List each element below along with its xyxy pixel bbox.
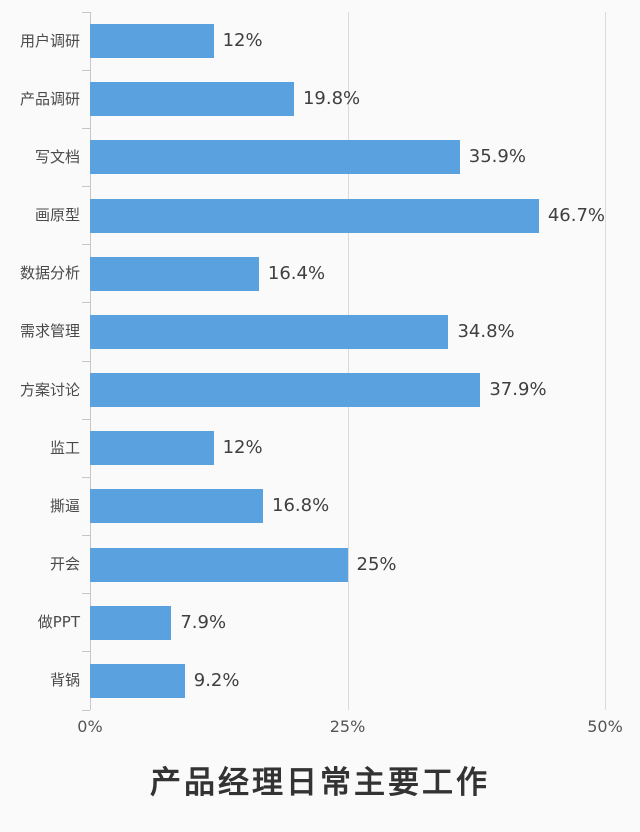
category-label: 开会: [49, 555, 80, 574]
bar-row: 方案讨论 37.9%: [20, 360, 605, 419]
axis-tick: [82, 244, 90, 246]
value-label: 12%: [222, 30, 263, 52]
bar: [90, 663, 185, 698]
bar-row: 监工 12%: [50, 418, 605, 477]
y-axis-line: [90, 12, 91, 710]
x-tick-label: 25%: [329, 717, 366, 736]
category-label: 写文档: [34, 147, 80, 166]
bar: [90, 314, 449, 349]
bar-row: 做PPT 7.9%: [38, 593, 605, 652]
gridline: [347, 12, 349, 710]
bar: [90, 547, 348, 582]
bar-row: 写文档 35.9%: [35, 127, 605, 186]
bar-row: 背锅 9.2%: [50, 651, 605, 711]
category-label: 数据分析: [19, 264, 80, 283]
bar: [90, 373, 481, 408]
bar: [90, 24, 214, 59]
bar: [90, 489, 264, 524]
axis-tick: [82, 127, 90, 129]
bar-row: 数据分析 16.4%: [20, 244, 605, 303]
bar: [90, 605, 172, 640]
bar: [90, 82, 294, 117]
value-label: 16.4%: [267, 262, 326, 284]
value-label: 25%: [356, 553, 397, 575]
plot-area: 用户调研 12% 产品调研 19.8% 写文档 35.9% 画原型 46.7% 数据分析 16.4…: [20, 11, 606, 711]
category-label: 画原型: [34, 206, 80, 225]
value-label: 16.8%: [272, 495, 330, 517]
gridline: [605, 12, 606, 710]
value-label: 7.9%: [180, 611, 227, 633]
value-label: 12%: [222, 437, 263, 459]
category-label: 做PPT: [37, 613, 80, 632]
axis-tick: [82, 476, 90, 478]
category-label: 产品调研: [19, 89, 80, 108]
bar: [90, 140, 460, 175]
category-label: 监工: [49, 438, 80, 457]
value-label: 46.7%: [547, 204, 605, 226]
bar: [90, 198, 539, 233]
bar-row: 用户调研 12%: [20, 11, 605, 70]
axis-tick: [82, 11, 90, 13]
x-tick-label: 50%: [587, 717, 623, 736]
value-label: 35.9%: [468, 146, 526, 168]
axis-tick: [82, 360, 90, 362]
category-label: 方案讨论: [19, 380, 80, 399]
chart-title: 产品经理日常主要工作: [150, 765, 490, 801]
bar-rows: 用户调研 12% 产品调研 19.8% 写文档 35.9% 画原型 46.7% 数据分析 16.4…: [20, 11, 605, 711]
axis-tick: [82, 535, 90, 537]
bar-row: 开会 25%: [50, 535, 605, 594]
axis-tick: [82, 69, 90, 71]
category-label: 用户调研: [19, 31, 80, 50]
x-tick-label: 0%: [77, 717, 103, 736]
bar-row: 产品调研 19.8%: [20, 69, 605, 128]
value-label: 37.9%: [489, 379, 547, 401]
axis-tick: [82, 302, 90, 304]
axis-tick: [82, 186, 90, 188]
value-label: 19.8%: [302, 88, 361, 110]
category-label: 撕逼: [49, 496, 80, 515]
value-label: 34.8%: [457, 320, 515, 342]
bar-row: 需求管理 34.8%: [20, 302, 605, 361]
x-axis-tick-labels: 0% 25% 50%: [77, 716, 622, 738]
bar-row: 画原型 46.7%: [35, 186, 605, 245]
axis-tick: [82, 709, 90, 711]
bar-row: 撕逼 16.8%: [50, 476, 605, 535]
value-label: 9.2%: [193, 669, 240, 691]
bar: [90, 431, 214, 466]
category-label: 需求管理: [19, 322, 80, 341]
category-label: 背锅: [49, 671, 80, 690]
axis-tick: [82, 651, 90, 653]
bar: [90, 256, 259, 291]
axis-tick: [82, 593, 90, 595]
axis-tick: [82, 418, 90, 420]
